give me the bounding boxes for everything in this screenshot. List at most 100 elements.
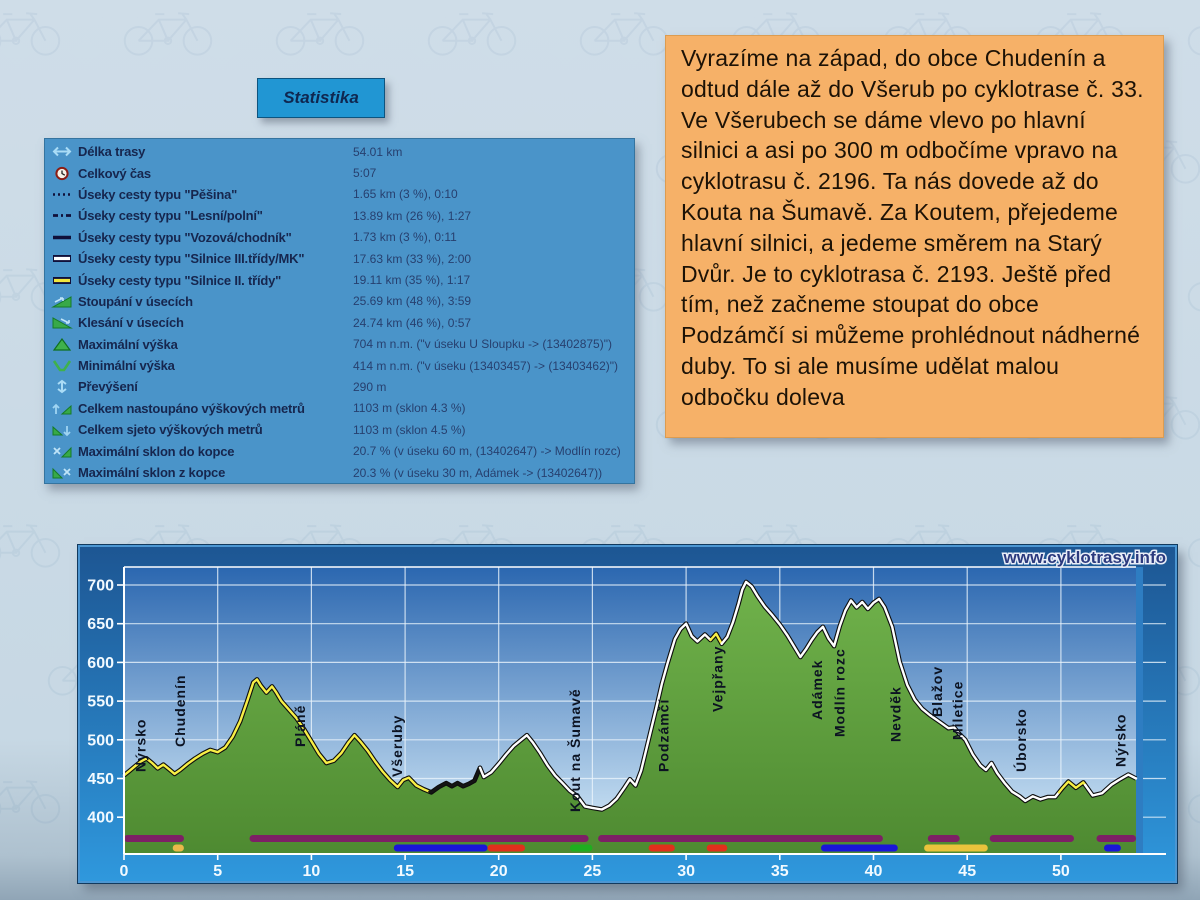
stat-label: Celkem sjeto výškových metrů xyxy=(78,422,263,438)
stat-row: Celkový čas 5:07 xyxy=(45,162,634,183)
stat-label: Maximální sklon do kopce xyxy=(78,443,235,459)
stat-value: 1103 m (sklon 4.3 %) xyxy=(353,401,466,416)
stat-row: Maximální výška 704 m n.m. ("v úseku U Sl… xyxy=(45,334,634,355)
svg-text:700: 700 xyxy=(87,578,114,595)
stat-label: Úseky cesty typu "Lesní/polní" xyxy=(78,208,263,224)
svg-text:20: 20 xyxy=(490,863,508,880)
stat-label: Minimální výška xyxy=(78,358,175,374)
svg-text:550: 550 xyxy=(87,694,114,711)
stat-value: 20.7 % (v úseku 60 m, (13402647) -> Modl… xyxy=(353,444,621,459)
svg-text:Nýrsko: Nýrsko xyxy=(1112,714,1128,767)
stat-value: 290 m xyxy=(353,379,387,394)
stat-value: 704 m n.m. ("v úseku U Sloupku -> (13402… xyxy=(353,337,612,352)
stat-value: 24.74 km (46 %), 0:57 xyxy=(353,315,472,330)
stat-row: Celkem nastoupáno výškových metrů 1103 m … xyxy=(45,398,634,419)
stat-label: Maximální sklon z kopce xyxy=(78,465,226,481)
road-white-icon xyxy=(50,251,74,266)
stat-row: Minimální výška 414 m n.m. ("v úseku (134… xyxy=(45,355,634,376)
svg-text:Úborsko: Úborsko xyxy=(1012,708,1029,772)
stat-label: Úseky cesty typu "Vozová/chodník" xyxy=(78,229,292,245)
total-ascent-icon xyxy=(50,401,74,416)
svg-text:Vejpřany: Vejpřany xyxy=(710,646,726,712)
place-labels: Nýrsko Chudenín Pláně Všeruby Kout na Šumavě… xyxy=(133,646,1129,812)
elevation-range-icon xyxy=(50,379,74,394)
elevation-area xyxy=(124,581,1136,854)
stat-label: Stoupání v úsecích xyxy=(78,293,193,309)
stat-label: Celkový čas xyxy=(78,165,151,181)
stat-value: 19.11 km (35 %), 1:17 xyxy=(353,273,471,288)
svg-text:Adámek: Adámek xyxy=(809,660,825,720)
stat-row: Stoupání v úsecích 25.69 km (48 %), 3:59 xyxy=(45,291,634,312)
svg-text:0: 0 xyxy=(120,863,129,880)
route-description-text: Vyrazíme na západ, do obce Chudenín a od… xyxy=(681,45,1144,410)
svg-text:Nýrsko: Nýrsko xyxy=(133,719,149,772)
svg-text:450: 450 xyxy=(87,771,114,788)
stat-label: Délka trasy xyxy=(78,144,146,160)
svg-text:15: 15 xyxy=(396,863,414,880)
svg-text:Chudenín: Chudenín xyxy=(172,674,188,747)
stat-value: 5:07 xyxy=(353,166,377,181)
route-length-icon xyxy=(50,144,74,159)
stat-row: Maximální sklon do kopce 20.7 % (v úseku … xyxy=(45,440,634,461)
svg-text:Nevděk: Nevděk xyxy=(888,686,904,742)
stat-row: Převýšení 290 m xyxy=(45,376,634,397)
svg-text:600: 600 xyxy=(87,655,114,672)
svg-text:40: 40 xyxy=(865,863,883,880)
statistics-panel: Délka trasy 54.01 km Celkový čas 5:07 Úseky … xyxy=(44,138,635,484)
stat-label: Klesání v úsecích xyxy=(78,315,184,331)
stat-value: 414 m n.m. ("v úseku (13403457) -> (1340… xyxy=(353,358,618,373)
descent-icon xyxy=(50,315,74,330)
svg-text:30: 30 xyxy=(677,863,695,880)
stat-row: Klesání v úsecích 24.74 km (46 %), 0:57 xyxy=(45,312,634,333)
stats-rows: Délka trasy 54.01 km Celkový čas 5:07 Úseky … xyxy=(45,141,634,483)
total-descent-icon xyxy=(50,422,74,437)
svg-text:500: 500 xyxy=(87,732,114,749)
chart-watermark: www.cyklotrasy.info xyxy=(1003,548,1167,567)
svg-text:5: 5 xyxy=(213,863,222,880)
stat-value: 13.89 km (26 %), 1:27 xyxy=(353,208,472,223)
svg-text:Podzámčí: Podzámčí xyxy=(655,699,671,772)
svg-text:400: 400 xyxy=(87,810,114,827)
svg-text:Miletice: Miletice xyxy=(949,681,965,740)
forest-dashdot-icon xyxy=(50,208,74,223)
elevation-profile-chart: 400 450 500 550 600 650 700 Nýrsko Chudenín Plán… xyxy=(77,544,1178,884)
stat-row: Maximální sklon z kopce 20.3 % (v úseku 3… xyxy=(45,462,634,483)
surface-bars xyxy=(124,835,1136,852)
stat-row: Celkem sjeto výškových metrů 1103 m (sklo… xyxy=(45,419,634,440)
stat-value: 1103 m (sklon 4.5 %) xyxy=(353,422,466,437)
stat-row: Úseky cesty typu "Pěšina" 1.65 km (3 %), … xyxy=(45,184,634,205)
stat-label: Úseky cesty typu "Silnice III.třídy/MK" xyxy=(78,251,305,267)
stat-row: Úseky cesty typu "Silnice III.třídy/MK" 1… xyxy=(45,248,634,269)
stat-label: Úseky cesty typu "Silnice II. třídy" xyxy=(78,272,282,288)
stat-value: 1.73 km (3 %), 0:11 xyxy=(353,230,457,245)
path-dotted-icon xyxy=(50,187,74,202)
stat-row: Úseky cesty typu "Lesní/polní" 13.89 km (… xyxy=(45,205,634,226)
stat-value: 17.63 km (33 %), 2:00 xyxy=(353,251,472,266)
svg-text:45: 45 xyxy=(958,863,976,880)
svg-text:650: 650 xyxy=(87,616,114,633)
stat-value: 25.69 km (48 %), 3:59 xyxy=(353,294,472,309)
clock-icon xyxy=(50,166,74,181)
max-grade-down-icon xyxy=(50,465,74,480)
svg-text:Kout na Šumavě: Kout na Šumavě xyxy=(566,688,583,812)
stat-label: Celkem nastoupáno výškových metrů xyxy=(78,400,305,416)
x-axis-labels: 0 5 10 15 20 25 30 35 40 45 50 xyxy=(120,854,1070,880)
stat-label: Převýšení xyxy=(78,379,138,395)
svg-text:25: 25 xyxy=(584,863,602,880)
route-description-box: Vyrazíme na západ, do obce Chudenín a od… xyxy=(665,35,1164,438)
max-height-icon xyxy=(50,337,74,352)
road-yellow-icon xyxy=(50,273,74,288)
stat-label: Maximální výška xyxy=(78,336,178,352)
svg-text:50: 50 xyxy=(1052,863,1070,880)
stat-row: Délka trasy 54.01 km xyxy=(45,141,634,162)
plot-right-edge xyxy=(1136,567,1143,854)
svg-text:Blažov: Blažov xyxy=(929,666,945,717)
statistics-header-tab: Statistika xyxy=(257,78,385,118)
climb-icon xyxy=(50,294,74,309)
elevation-line-segments xyxy=(122,580,1138,811)
stat-value: 54.01 km xyxy=(353,144,403,159)
svg-text:35: 35 xyxy=(771,863,789,880)
svg-text:Všeruby: Všeruby xyxy=(389,715,405,777)
